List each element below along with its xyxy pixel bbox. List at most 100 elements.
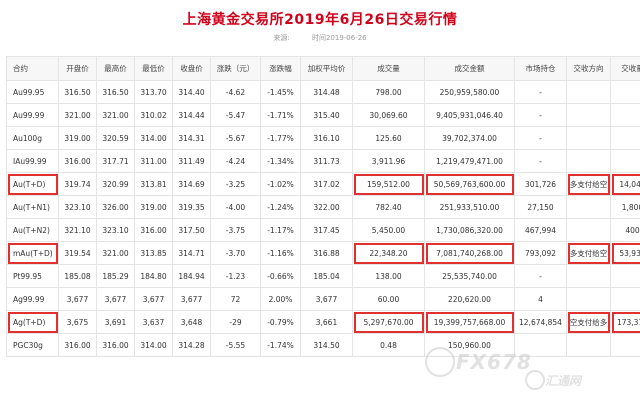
table-cell: 319.74 (58, 172, 97, 196)
contract-cell: Au100g (6, 126, 59, 150)
table-header-row: 合约 开盘价 最高价 最低价 收盘价 涨跌（元） 涨跌幅 加权平均价 成交量 成交金额 市场持仓 交收… (6, 56, 640, 81)
table-cell: 314.00 (134, 333, 173, 357)
table-cell: 3,675 (58, 310, 97, 334)
table-cell: 3,677 (58, 287, 97, 311)
table-cell (610, 149, 640, 173)
table-cell (566, 103, 611, 127)
table-cell: 311.00 (134, 149, 173, 173)
table-row: Au(T+D) 319.74 320.99 313.81 314.69 -3.25 -1.0… (6, 172, 640, 196)
table-cell: 12,674,854 (514, 310, 567, 334)
table-cell (566, 287, 611, 311)
table-cell: - (514, 264, 567, 288)
table-cell: 317.02 (300, 172, 353, 196)
table-cell: 316.50 (58, 80, 97, 104)
column-header: 成交量 (352, 56, 425, 81)
table-cell: 400 (610, 218, 640, 242)
table-cell: 184.94 (172, 264, 211, 288)
table-cell: 多支付给空 (566, 172, 611, 196)
table-cell: 1,800 (610, 195, 640, 219)
table-cell: 3,677 (172, 287, 211, 311)
table-cell (610, 333, 640, 357)
table-cell: - (514, 126, 567, 150)
table-cell: 3,677 (300, 287, 353, 311)
table-cell: 315.40 (300, 103, 353, 127)
contract-cell: Ag(T+D) (6, 310, 59, 334)
table-cell (566, 149, 611, 173)
table-row: mAu(T+D) 319.54 321.00 313.85 314.71 -3.70 -1.… (6, 241, 640, 265)
table-cell: 311.73 (300, 149, 353, 173)
article-meta: 来源: 时间2019-06-26 (0, 33, 640, 43)
table-cell: -0.79% (260, 310, 301, 334)
table-cell: -4.00 (210, 195, 261, 219)
table-cell: -4.62 (210, 80, 261, 104)
table-cell: 314.48 (300, 80, 353, 104)
table-cell (566, 80, 611, 104)
table-cell: 320.59 (96, 126, 135, 150)
table-cell: - (514, 103, 567, 127)
table-cell: 313.81 (134, 172, 173, 196)
table-cell: 1,730,086,320.00 (424, 218, 515, 242)
contract-cell: Au99.95 (6, 80, 59, 104)
table-cell: 313.70 (134, 80, 173, 104)
table-cell: 314.31 (172, 126, 211, 150)
table-cell (566, 264, 611, 288)
table-cell (610, 264, 640, 288)
contract-cell: IAu99.99 (6, 149, 59, 173)
table-cell: 60.00 (352, 287, 425, 311)
table-cell: 39,702,374.00 (424, 126, 515, 150)
table-cell: 空支付给多 (566, 310, 611, 334)
table-cell: 321.00 (96, 103, 135, 127)
table-cell: 319.00 (58, 126, 97, 150)
column-header: 收盘价 (172, 56, 211, 81)
table-cell: 321.00 (96, 241, 135, 265)
column-header: 成交金额 (424, 56, 515, 81)
table-cell: 316.50 (96, 80, 135, 104)
table-row: Pt99.95 185.08 185.29 184.80 184.94 -1.23 -0.6… (6, 264, 640, 288)
table-row: Au(T+N2) 321.10 323.10 316.00 317.50 -3.75 -1.… (6, 218, 640, 242)
table-cell (610, 287, 640, 311)
watermark: FX678 (456, 350, 532, 374)
table-cell: 9,405,931,046.40 (424, 103, 515, 127)
table-cell: 250,959,580.00 (424, 80, 515, 104)
contract-cell: Ag99.99 (6, 287, 59, 311)
table-cell: 3,677 (96, 287, 135, 311)
table-cell: 319.35 (172, 195, 211, 219)
table-cell: 321.00 (58, 103, 97, 127)
table-cell: 5,450.00 (352, 218, 425, 242)
table-cell: 326.00 (96, 195, 135, 219)
contract-cell: Au(T+N2) (6, 218, 59, 242)
table-cell: 793,092 (514, 241, 567, 265)
table-cell: -5.55 (210, 333, 261, 357)
table-cell: 1,219,479,471.00 (424, 149, 515, 173)
table-cell: 多支付给空 (566, 241, 611, 265)
table-cell: 322.00 (300, 195, 353, 219)
table-cell: -4.24 (210, 149, 261, 173)
table-cell: 3,911.96 (352, 149, 425, 173)
date-label: 时间2019-06-26 (311, 34, 367, 42)
table-cell: -1.77% (260, 126, 301, 150)
table-cell: 316.88 (300, 241, 353, 265)
contract-cell: PGC30g (6, 333, 59, 357)
table-body: Au99.95 316.50 316.50 313.70 314.40 -4.62 -1.4… (6, 80, 640, 357)
table-cell: 319.54 (58, 241, 97, 265)
column-header: 开盘价 (58, 56, 97, 81)
table-cell: 185.08 (58, 264, 97, 288)
table-cell: -1.71% (260, 103, 301, 127)
table-cell: -3.75 (210, 218, 261, 242)
table-cell: -1.34% (260, 149, 301, 173)
table-cell: 5,297,670.00 (352, 310, 425, 334)
table-cell: 314.28 (172, 333, 211, 357)
table-cell (610, 126, 640, 150)
table-cell: 313.85 (134, 241, 173, 265)
table-cell: 316.00 (96, 333, 135, 357)
column-header: 市场持仓 (514, 56, 567, 81)
table-cell: 3,677 (134, 287, 173, 311)
page-title: 上海黄金交易所2019年6月26日交易行情 (182, 12, 458, 28)
table-cell: -1.74% (260, 333, 301, 357)
table-cell: -1.02% (260, 172, 301, 196)
table-cell: 311.49 (172, 149, 211, 173)
table-cell: 323.10 (96, 218, 135, 242)
table-cell: -1.17% (260, 218, 301, 242)
table-cell: 25,535,740.00 (424, 264, 515, 288)
table-cell: -1.45% (260, 80, 301, 104)
